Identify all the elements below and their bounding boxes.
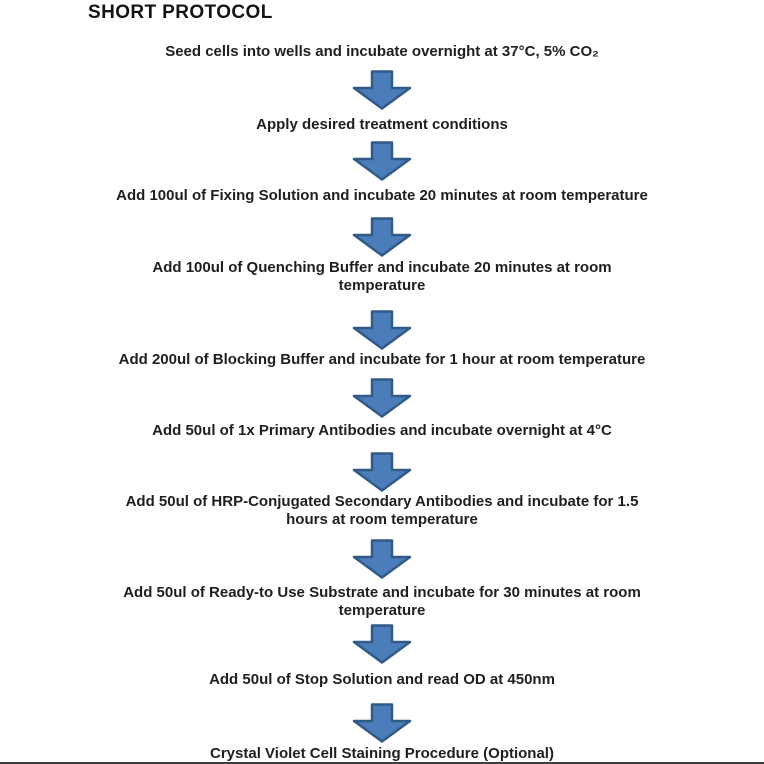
protocol-step-10: Crystal Violet Cell Staining Procedure (… bbox=[210, 745, 554, 762]
protocol-step-3: Add 100ul of Fixing Solution and incubat… bbox=[116, 187, 648, 204]
down-arrow-icon bbox=[351, 310, 413, 350]
protocol-step-5: Add 200ul of Blocking Buffer and incubat… bbox=[118, 351, 646, 368]
down-arrow-icon bbox=[351, 703, 413, 743]
down-arrow-icon bbox=[351, 539, 413, 579]
protocol-step-7: Add 50ul of HRP-Conjugated Secondary Ant… bbox=[125, 493, 639, 528]
protocol-step-8: Add 50ul of Ready-to Use Substrate and i… bbox=[123, 584, 641, 619]
protocol-step-6: Add 50ul of 1x Primary Antibodies and in… bbox=[152, 422, 612, 439]
bottom-border-line bbox=[0, 762, 764, 764]
page-title: SHORT PROTOCOL bbox=[88, 2, 273, 23]
down-arrow-icon bbox=[351, 378, 413, 418]
protocol-step-1: Seed cells into wells and incubate overn… bbox=[165, 43, 599, 60]
down-arrow-icon bbox=[351, 217, 413, 257]
down-arrow-icon bbox=[351, 624, 413, 664]
protocol-step-9: Add 50ul of Stop Solution and read OD at… bbox=[209, 671, 555, 688]
down-arrow-icon bbox=[351, 70, 413, 110]
protocol-step-2: Apply desired treatment conditions bbox=[256, 116, 508, 133]
down-arrow-icon bbox=[351, 141, 413, 181]
protocol-step-4: Add 100ul of Quenching Buffer and incuba… bbox=[152, 259, 612, 294]
down-arrow-icon bbox=[351, 452, 413, 492]
